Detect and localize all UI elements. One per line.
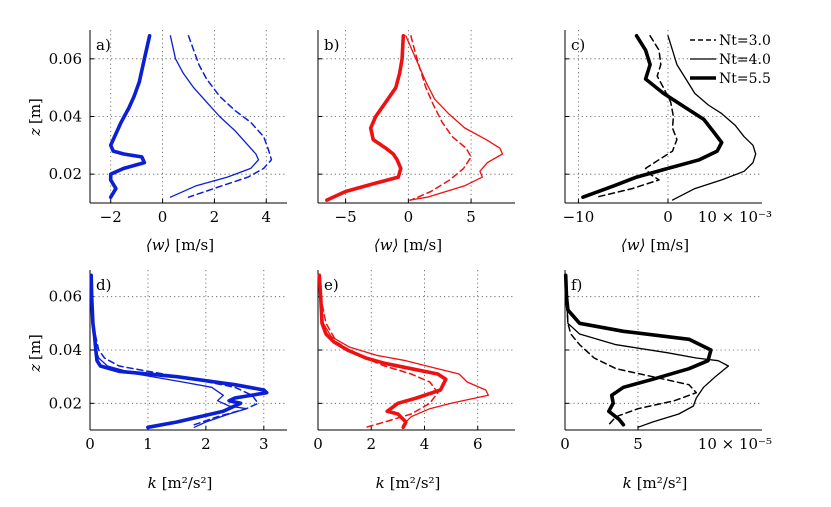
series-thin-line [565, 274, 730, 428]
series-thin-line [405, 35, 504, 201]
series-thin-line [318, 274, 490, 426]
x-tick-label: −5 [335, 208, 357, 226]
x-tick-label: 4 [261, 208, 271, 226]
series-dashed-line [595, 35, 678, 198]
panel-3: 0 1 2 3 0.02 0.04 0.06 d) [49, 270, 287, 453]
x-tick-label: 0 [663, 208, 673, 226]
legend-label: Nt=4.0 [719, 52, 771, 68]
x-axis-label-e: k [m²/s²] [376, 474, 441, 492]
x-axis-multiplier: 10 × 10⁻⁵ [698, 435, 772, 453]
x-tick-label: 0 [313, 435, 323, 453]
panel-label: f) [571, 276, 582, 294]
panel-label: c) [571, 36, 585, 54]
series-thick-line [325, 34, 406, 202]
x-tick-label: 0 [85, 435, 95, 453]
series-thick-line [108, 34, 152, 199]
legend: Nt=3.0 Nt=4.0 Nt=5.5 [690, 33, 771, 87]
y-tick-label: 0.04 [49, 341, 82, 359]
x-tick-label: 0 [560, 435, 570, 453]
panel-4: 0 2 4 6 e) [313, 270, 515, 453]
legend-label: Nt=5.5 [719, 71, 771, 87]
panel-label: d) [96, 276, 111, 294]
x-axis-label-b: ⟨w⟩ [m/s] [374, 236, 442, 254]
x-axis-label-a: ⟨w⟩ [m/s] [146, 236, 214, 254]
x-tick-label: 6 [473, 435, 483, 453]
series-dashed-line [564, 274, 698, 426]
series-thick-line [581, 34, 724, 199]
legend-label: Nt=3.0 [719, 33, 771, 49]
y-tick-label: 0.06 [49, 50, 82, 68]
y-tick-label: 0.04 [49, 108, 82, 126]
axis-labels: z[m] z[m] ⟨w⟩ [m/s] ⟨w⟩ [m/s] ⟨w⟩ [m/s] k [m… [26, 98, 689, 492]
panel-1: −5 0 5 b) [317, 30, 515, 226]
series-thin-line [169, 35, 260, 198]
x-axis-label-f: k [m²/s²] [623, 474, 688, 492]
series-thin-line [667, 35, 757, 201]
panel-0: −2 0 2 4 0.02 0.04 0.06 a) [49, 30, 287, 226]
x-tick-label: 0 [158, 208, 168, 226]
y-tick-label: 0.02 [49, 165, 82, 183]
x-tick-label: 5 [466, 208, 476, 226]
series-thick-line [317, 273, 448, 430]
series-thick-line [563, 273, 713, 427]
y-axis-label-bottom: z[m] [26, 334, 44, 373]
series-thick-line [89, 273, 269, 430]
series-dashed-line [410, 35, 472, 201]
x-tick-label: −10 [563, 208, 595, 226]
x-tick-label: 0 [404, 208, 414, 226]
x-axis-label-d: k [m²/s²] [148, 474, 213, 492]
x-axis-label-c: ⟨w⟩ [m/s] [621, 236, 689, 254]
panel-label: a) [96, 36, 111, 54]
panel-2: −10 0 10 × 10⁻³ c) [563, 30, 772, 226]
panel-label: e) [324, 276, 339, 294]
x-tick-label: 2 [210, 208, 220, 226]
y-tick-label: 0.06 [49, 288, 82, 306]
panel-label: b) [324, 36, 339, 54]
x-tick-label: 5 [633, 435, 643, 453]
x-tick-label: 4 [420, 435, 430, 453]
y-tick-label: 0.02 [49, 394, 82, 412]
series-thin-line [90, 274, 248, 428]
x-tick-label: 1 [143, 435, 153, 453]
x-tick-label: 3 [259, 435, 269, 453]
plot-area: −2 0 2 4 0.02 0.04 0.06 a) −5 0 5 b) −10 0 10 × 10⁻³ c)… [49, 30, 772, 453]
x-tick-label: −2 [100, 208, 122, 226]
series-dashed-line [318, 274, 439, 429]
x-tick-label: 2 [201, 435, 211, 453]
series-dashed-line [90, 274, 259, 426]
series-dashed-line [187, 35, 273, 198]
x-axis-multiplier: 10 × 10⁻³ [698, 208, 772, 226]
panel-5: 0 5 10 × 10⁻⁵ f) [560, 270, 772, 453]
x-tick-label: 2 [366, 435, 376, 453]
y-axis-label-top: z[m] [26, 98, 44, 137]
